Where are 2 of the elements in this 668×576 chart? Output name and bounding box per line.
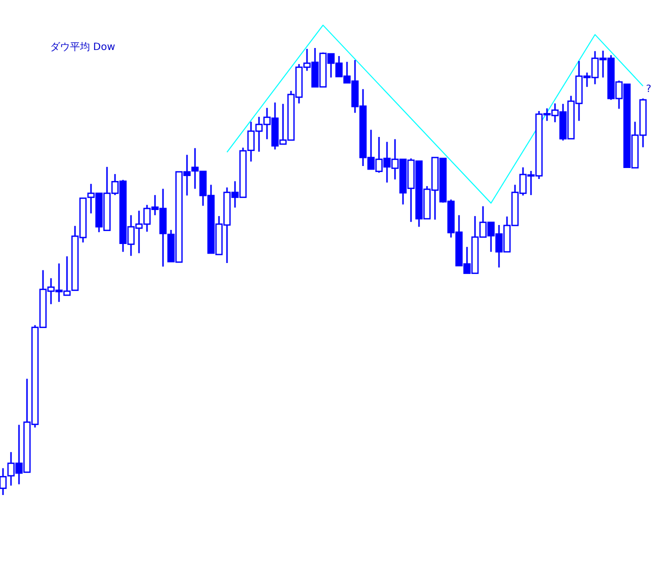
annotation: ? — [646, 84, 652, 95]
chart-title: ダウ平均 Dow — [50, 41, 116, 53]
